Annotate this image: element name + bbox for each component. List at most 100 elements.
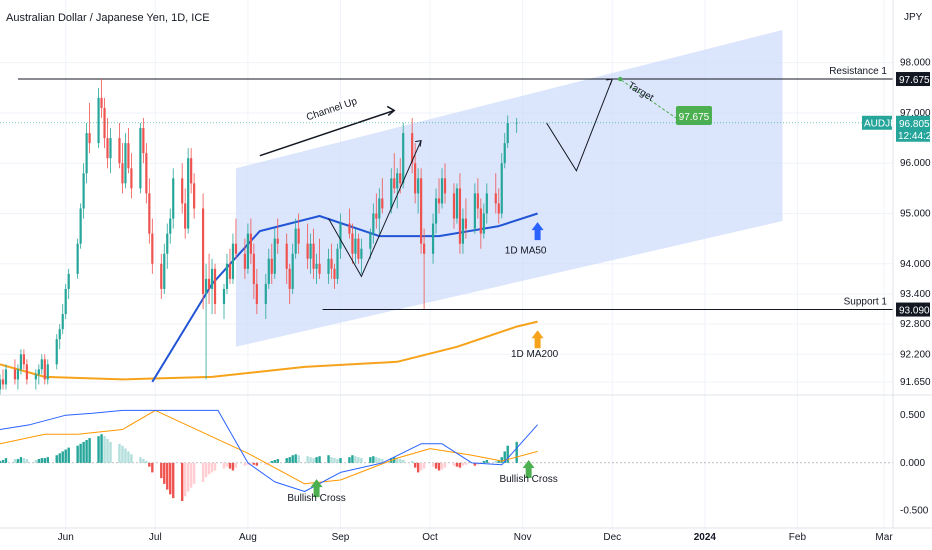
macd-tick-label: 0.500 — [900, 410, 925, 421]
macd-hist-bar — [0, 460, 2, 463]
price-tag-bg — [896, 115, 930, 142]
candle — [390, 168, 393, 214]
candle — [309, 233, 312, 274]
macd-hist-bar — [76, 445, 79, 463]
candle-body — [276, 238, 279, 244]
candle-body — [46, 364, 49, 380]
price-tick-label: 97.000 — [900, 108, 931, 119]
currency-label[interactable]: JPY — [904, 12, 923, 23]
macd-hist-bar — [264, 462, 268, 465]
macd-hist-bar — [354, 456, 357, 463]
bullish-cross-label: Bullish Cross — [287, 493, 345, 504]
macd-hist-bar — [130, 454, 133, 463]
candle — [276, 218, 279, 254]
macd-hist-bar — [452, 462, 456, 466]
candle — [0, 374, 2, 395]
macd-hist-bar — [306, 456, 309, 463]
candle — [76, 238, 79, 279]
price-tick-label: 92.800 — [900, 319, 931, 330]
macd-hist-bar — [348, 457, 351, 463]
candle-body — [354, 238, 357, 254]
macd-hist-bar — [243, 462, 247, 466]
channel-up-label: Channel Up — [305, 96, 359, 123]
candle — [103, 97, 106, 149]
candle — [443, 163, 447, 204]
candle — [207, 253, 211, 305]
candle — [142, 117, 145, 164]
macd-hist-bar — [64, 449, 67, 463]
macd-hist-bar — [37, 459, 41, 463]
candle — [43, 354, 46, 385]
macd-hist-bar — [410, 460, 414, 463]
macd-hist-bar — [485, 460, 489, 463]
candle — [234, 218, 238, 259]
candle — [249, 218, 252, 264]
candle-body — [393, 178, 396, 189]
macd-hist-bar — [58, 453, 61, 463]
candle — [291, 243, 294, 294]
candle — [336, 243, 339, 284]
candle — [22, 349, 25, 370]
macd-signal-line — [0, 409, 538, 485]
macd-hist-bar — [19, 457, 23, 463]
time-tick-label: Oct — [422, 532, 438, 543]
macd-hist-bar — [330, 457, 333, 463]
macd-hist-bar — [494, 460, 497, 463]
candle — [297, 213, 300, 254]
candle-body — [13, 369, 17, 380]
macd-hist-bar — [419, 462, 423, 471]
candle-body — [201, 208, 205, 294]
candle — [351, 223, 354, 264]
macd-hist-bar — [312, 458, 315, 463]
candle — [193, 173, 196, 219]
channel-arrowhead — [386, 105, 396, 117]
candle-body — [375, 213, 378, 219]
symbol-tag[interactable]: AUDJPY — [864, 118, 904, 129]
candle-body — [437, 198, 441, 204]
macd-hist-bar — [127, 451, 130, 463]
candle-body — [243, 253, 247, 269]
macd-hist-bar — [315, 457, 318, 463]
candle — [1, 369, 5, 390]
macd-hist-bar — [169, 462, 172, 495]
candles — [0, 79, 518, 395]
candle-body — [79, 208, 82, 244]
candle-body — [166, 233, 169, 254]
candle — [285, 233, 288, 284]
candle — [169, 208, 172, 244]
macd-hist-bar — [142, 459, 145, 463]
macd-hist-bar — [381, 459, 384, 463]
candle — [246, 223, 249, 274]
macd-hist-bar — [285, 458, 288, 463]
candle — [243, 238, 247, 279]
candle — [423, 228, 426, 310]
macd-hist-bar — [16, 459, 20, 463]
macd-hist-bar — [148, 462, 151, 467]
candle-body — [351, 233, 354, 254]
candle — [37, 364, 40, 385]
candle — [184, 188, 187, 239]
macd-hist-bar — [13, 459, 17, 463]
macd-hist-bar — [357, 457, 360, 463]
candle-body — [106, 138, 109, 159]
candle — [130, 153, 133, 199]
macd-hist-bar — [396, 458, 399, 463]
candle — [121, 143, 124, 194]
candle — [393, 153, 396, 194]
candle — [482, 203, 485, 239]
macd-hist-bar — [213, 462, 217, 471]
candle-body — [169, 218, 172, 234]
macd-hist-bar — [437, 462, 441, 471]
macd-tick-label: -0.500 — [900, 506, 929, 517]
macd-hist-bar — [473, 462, 477, 466]
macd-hist-bar — [183, 462, 187, 497]
candle-body — [252, 253, 255, 284]
candle-body — [381, 198, 384, 209]
candle — [204, 263, 208, 380]
price-tick-label: 93.400 — [900, 289, 931, 300]
candle-body — [339, 223, 342, 249]
candle — [255, 268, 258, 315]
candle-body — [390, 178, 393, 209]
candle — [64, 283, 67, 320]
